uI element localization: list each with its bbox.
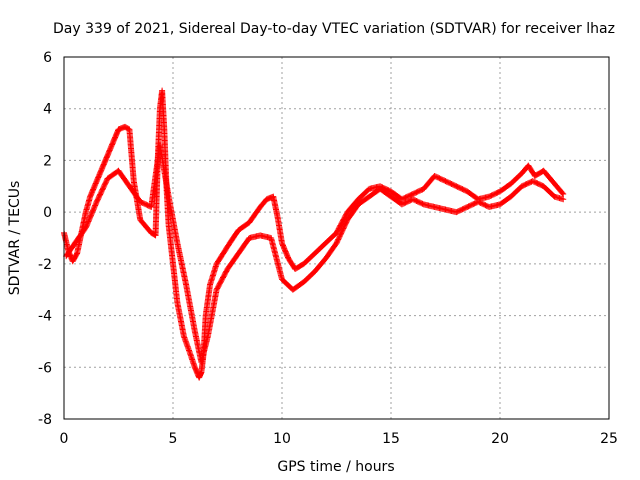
data-point	[559, 190, 566, 197]
series-lhaz	[61, 87, 567, 381]
series-lhaz-overlap	[63, 141, 567, 366]
data-point	[560, 191, 567, 198]
x-tick-label: 10	[273, 431, 291, 447]
y-tick-label: 0	[43, 205, 52, 221]
x-axis-label: GPS time / hours	[277, 459, 394, 475]
x-tick-label: 15	[382, 431, 400, 447]
series-group	[61, 87, 567, 381]
y-tick-label: -2	[38, 257, 52, 273]
y-tick-label: -6	[38, 360, 52, 376]
chart-title: Day 339 of 2021, Sidereal Day-to-day VTE…	[53, 21, 615, 37]
x-tick-label: 20	[491, 431, 509, 447]
x-tick-label: 25	[600, 431, 618, 447]
data-point	[560, 196, 567, 203]
y-ticks: -8 -6 -4 -2 0 2 4 6	[38, 50, 52, 428]
y-tick-label: -4	[38, 309, 52, 325]
x-tick-label: 5	[169, 431, 178, 447]
y-tick-label: 2	[43, 153, 52, 169]
y-tick-label: 4	[43, 102, 52, 118]
y-tick-label: 6	[43, 50, 52, 66]
plot-frame	[63, 56, 610, 420]
y-axis-label: SDTVAR / TECUs	[7, 181, 23, 296]
x-tick-label: 0	[60, 431, 69, 447]
y-tick-label: -8	[38, 412, 52, 428]
x-ticks: 0 5 10 15 20 25	[60, 431, 618, 447]
